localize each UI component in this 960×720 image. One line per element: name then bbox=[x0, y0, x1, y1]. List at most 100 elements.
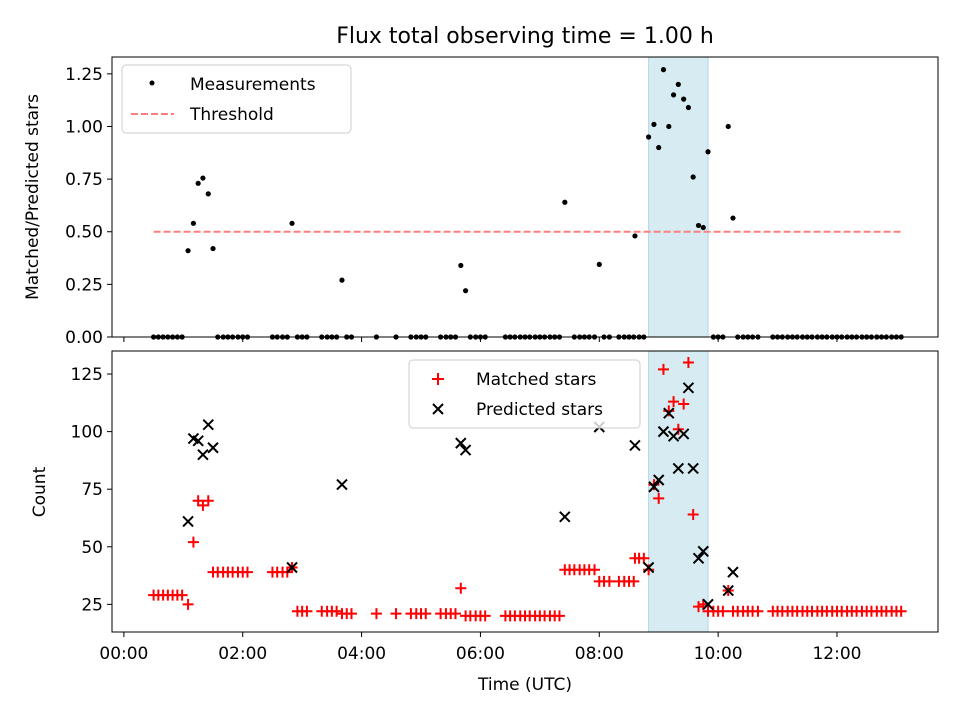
y-tick-label: 125 bbox=[71, 365, 103, 385]
predicted-star-point bbox=[672, 462, 685, 475]
matched-star-point bbox=[752, 605, 764, 617]
measurement-point bbox=[651, 121, 657, 127]
matched-stars-series bbox=[148, 357, 907, 622]
bottom-y-axis: 25 50 75 100 125 bbox=[71, 365, 112, 615]
legend-label-measurements: Measurements bbox=[190, 75, 316, 95]
measurement-point bbox=[458, 262, 464, 269]
y-tick-label: 75 bbox=[81, 480, 103, 500]
x-tick-label: 08:00 bbox=[575, 644, 624, 664]
matched-star-point bbox=[301, 605, 313, 617]
matched-star-point bbox=[687, 509, 699, 521]
matched-star-point bbox=[553, 610, 565, 622]
measurement-point bbox=[210, 245, 216, 252]
measurement-point bbox=[666, 123, 672, 130]
predicted-star-point bbox=[192, 435, 204, 447]
measurement-point bbox=[675, 81, 681, 87]
matched-star-point bbox=[657, 363, 669, 375]
measurement-point bbox=[289, 220, 295, 226]
y-tick-label: 0.00 bbox=[65, 328, 103, 348]
measurements-series bbox=[150, 67, 904, 340]
measurement-point bbox=[656, 144, 662, 151]
matched-star-point bbox=[176, 589, 188, 601]
measurement-point bbox=[632, 233, 638, 239]
predicted-star-point bbox=[182, 515, 194, 528]
legend-label-predicted: Predicted stars bbox=[476, 400, 603, 420]
predicted-star-point bbox=[336, 478, 348, 491]
predicted-star-point bbox=[202, 418, 214, 431]
y-tick-label: 50 bbox=[81, 538, 103, 558]
top-highlight-band bbox=[648, 56, 709, 338]
predicted-star-point bbox=[197, 448, 209, 461]
measurement-point bbox=[690, 174, 696, 180]
measurement-point bbox=[195, 180, 201, 186]
top-panel: 0.00 0.25 0.50 0.75 1.00 1.25 Matched/Predict… bbox=[23, 56, 939, 348]
legend-marker-predicted bbox=[432, 403, 444, 415]
predicted-star-point bbox=[559, 511, 571, 523]
predicted-star-point bbox=[692, 552, 705, 565]
predicted-star-point bbox=[207, 442, 219, 454]
matched-star-point bbox=[449, 608, 461, 620]
matched-star-point bbox=[370, 608, 382, 620]
figure-title: Flux total observing time = 1.00 h bbox=[336, 24, 714, 49]
predicted-star-point bbox=[663, 407, 675, 419]
y-tick-label: 1.00 bbox=[65, 117, 103, 137]
predicted-star-point bbox=[702, 598, 714, 611]
predicted-star-point bbox=[629, 439, 641, 452]
matched-star-point bbox=[653, 492, 665, 504]
matched-star-point bbox=[241, 566, 253, 578]
y-tick-label: 0.25 bbox=[65, 275, 103, 295]
predicted-star-point bbox=[657, 425, 670, 438]
measurement-point bbox=[190, 220, 197, 226]
top-y-axis-label: Matched/Predicted stars bbox=[23, 94, 43, 300]
matched-star-point bbox=[589, 564, 601, 576]
bottom-legend-box bbox=[408, 359, 641, 429]
top-x-ticks bbox=[123, 337, 838, 342]
predicted-star-point bbox=[722, 584, 734, 597]
x-tick-label: 00:00 bbox=[99, 644, 148, 664]
predicted-star-point bbox=[286, 561, 298, 574]
matched-star-point bbox=[187, 536, 199, 548]
measurement-point bbox=[200, 175, 206, 181]
measurement-point bbox=[205, 191, 211, 197]
predicted-star-point bbox=[682, 382, 695, 394]
matched-star-point bbox=[628, 575, 640, 587]
x-tick-label: 02:00 bbox=[218, 644, 267, 664]
predicted-star-point bbox=[648, 481, 660, 493]
matched-star-point bbox=[455, 582, 467, 594]
matched-star-point bbox=[895, 605, 907, 617]
predicted-star-point bbox=[677, 428, 690, 440]
legend-label-threshold: Threshold bbox=[189, 105, 274, 125]
measurement-point bbox=[185, 248, 191, 254]
measurement-point bbox=[695, 222, 702, 229]
top-y-axis: 0.00 0.25 0.50 0.75 1.00 1.25 bbox=[65, 65, 112, 348]
predicted-star-point bbox=[642, 561, 655, 574]
predicted-star-point bbox=[727, 566, 739, 578]
x-tick-label: 10:00 bbox=[694, 644, 743, 664]
x-tick-label: 04:00 bbox=[337, 644, 386, 664]
measurement-point bbox=[685, 104, 692, 111]
top-axes-frame bbox=[111, 56, 939, 338]
predicted-star-point bbox=[455, 437, 467, 449]
predicted-star-point bbox=[697, 545, 709, 558]
legend-marker-measurements bbox=[149, 80, 155, 86]
predicted-stars-series bbox=[182, 382, 739, 611]
y-tick-label: 0.50 bbox=[65, 223, 103, 243]
predicted-star-point bbox=[459, 444, 472, 456]
predicted-star-point bbox=[667, 430, 680, 442]
matched-star-point bbox=[420, 608, 432, 620]
bottom-panel: 25 50 75 100 125 00:00 02:00 04:00 06:00 08:00 10… bbox=[30, 350, 939, 695]
legend-label-matched: Matched stars bbox=[476, 370, 596, 390]
matched-star-point bbox=[345, 608, 357, 620]
measurement-point bbox=[725, 123, 731, 130]
top-legend: Measurements Threshold bbox=[121, 64, 352, 134]
y-tick-label: 25 bbox=[81, 595, 103, 615]
matched-star-point bbox=[638, 552, 650, 564]
matched-star-point bbox=[479, 610, 491, 622]
bottom-legend: Matched stars Predicted stars bbox=[408, 359, 641, 429]
matched-star-point bbox=[202, 495, 214, 507]
highlight-interval bbox=[648, 56, 709, 338]
measurement-point bbox=[700, 224, 706, 231]
matched-star-point bbox=[682, 357, 694, 369]
measurement-point bbox=[730, 215, 736, 221]
